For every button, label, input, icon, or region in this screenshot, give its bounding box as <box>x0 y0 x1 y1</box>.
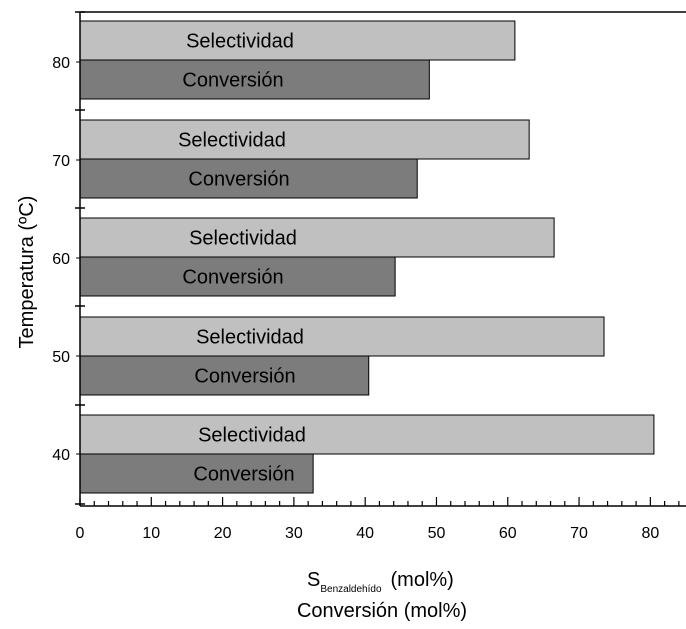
x-tick-label: 60 <box>499 525 517 542</box>
y-tick-label: 50 <box>52 349 70 366</box>
bar-conversion <box>79 256 396 297</box>
bar-label-conversion: Conversión <box>182 267 283 289</box>
y-tick-label: 70 <box>52 153 70 170</box>
axes-group <box>75 11 686 507</box>
bar-conversion <box>79 355 370 396</box>
x-tick-label: 70 <box>570 525 588 542</box>
y-tick-label: 40 <box>52 447 70 464</box>
x-tick-label: 80 <box>641 525 659 542</box>
x-tick-label: 10 <box>142 525 160 542</box>
y-axis-title: Temperatura (ºC) <box>16 196 38 349</box>
y-tick-label: 80 <box>52 55 70 72</box>
bar-conversion <box>79 158 418 199</box>
bar-label-conversion: Conversión <box>193 464 294 486</box>
bar-label-conversion: Conversión <box>188 169 289 191</box>
bar-selectividad <box>79 119 530 160</box>
bar-selectividad <box>79 20 516 61</box>
x-tick-label: 50 <box>428 525 446 542</box>
bars-group <box>79 20 655 494</box>
bar-label-selectividad: Selectividad <box>186 31 294 53</box>
bar-selectividad <box>79 316 605 357</box>
bar-selectividad <box>79 217 555 258</box>
x-axis-title-line1: SBenzaldehído (mol%) <box>307 569 454 595</box>
x-axis-title-symbol: S <box>307 569 320 591</box>
x-tick-label: 20 <box>214 525 232 542</box>
bar-conversion <box>79 453 314 494</box>
x-axis-title-subscript: Benzaldehído <box>320 584 382 595</box>
bar-label-selectividad: Selectividad <box>178 130 286 152</box>
x-axis-title-line2: Conversión (mol%) <box>297 600 467 622</box>
labels-group: Selectividad Conversión 80 Selectividad Conv… <box>52 31 659 543</box>
bar-label-conversion: Conversión <box>182 70 283 92</box>
bar-label-conversion: Conversión <box>194 366 295 388</box>
bar-label-selectividad: Selectividad <box>189 228 297 250</box>
x-tick-label: 30 <box>285 525 303 542</box>
bar-label-selectividad: Selectividad <box>196 327 304 349</box>
x-tick-label: 0 <box>76 525 85 542</box>
x-axis-title-unit: (mol%) <box>391 569 454 591</box>
y-tick-label: 60 <box>52 251 70 268</box>
x-tick-label: 40 <box>356 525 374 542</box>
bar-label-selectividad: Selectividad <box>198 425 306 447</box>
bar-selectividad <box>79 414 655 455</box>
bar-conversion <box>79 59 430 100</box>
